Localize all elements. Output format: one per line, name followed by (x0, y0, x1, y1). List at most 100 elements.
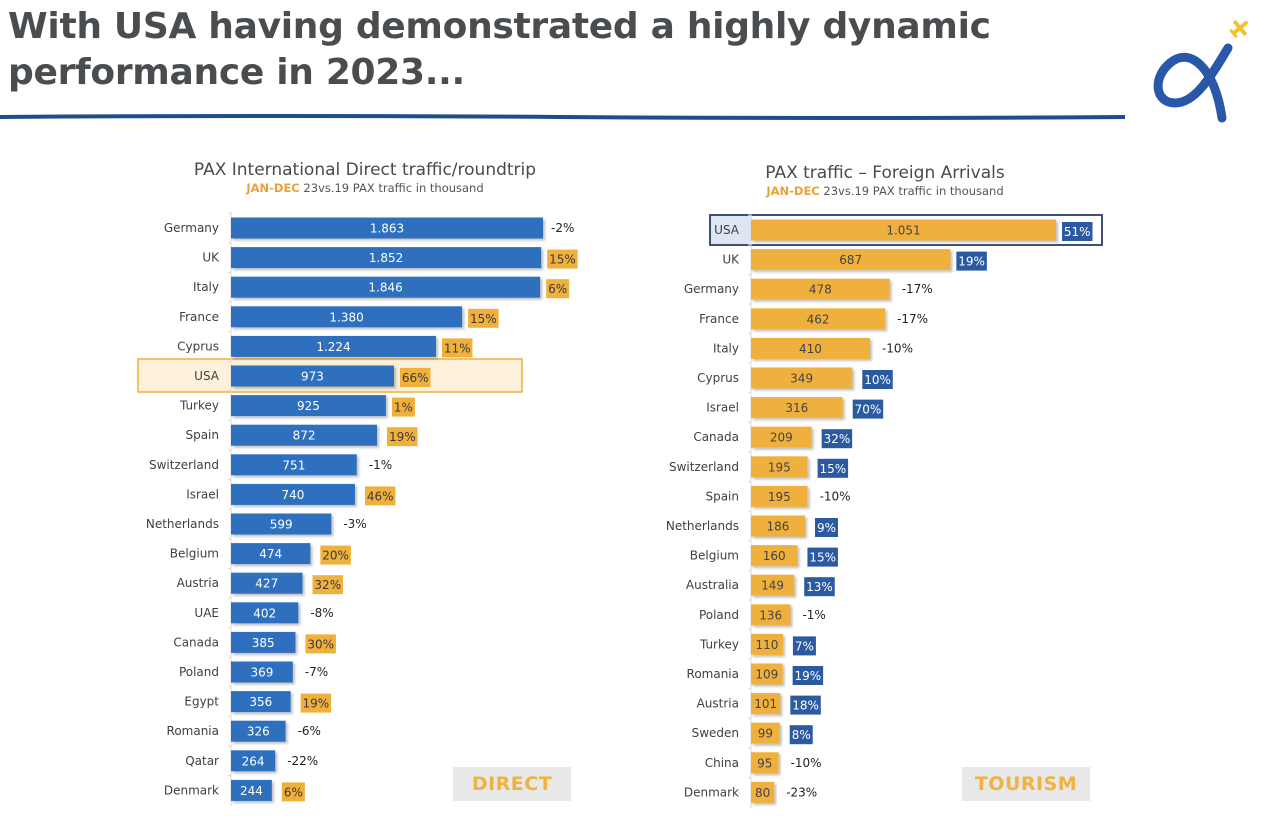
direct-change-badge (305, 634, 336, 654)
direct-bar (231, 691, 291, 713)
arrivals-category-label: Belgium (690, 549, 739, 563)
direct-category-label: Italy (193, 280, 219, 294)
direct-category-label: Romania (167, 724, 219, 738)
arrivals-bar (751, 397, 843, 419)
arrivals-bar (751, 604, 791, 626)
direct-change-label: -7% (305, 665, 328, 679)
direct-bar (231, 365, 394, 387)
arrivals-category-label: China (705, 756, 739, 770)
direct-category-label: Spain (185, 428, 219, 442)
direct-bar (231, 335, 436, 357)
arrivals-change-badge (1062, 222, 1093, 241)
direct-change-label: 30% (307, 637, 334, 651)
direct-bar (231, 306, 463, 328)
direct-change-badge (441, 338, 473, 358)
arrivals-change-label: -17% (897, 312, 928, 326)
arrivals-category-label: Netherlands (666, 519, 739, 533)
arrivals-bar (751, 574, 795, 596)
direct-bar (231, 217, 543, 239)
arrivals-change-label: 51% (1064, 225, 1091, 239)
arrivals-subtitle-text: 23vs.19 PAX traffic in thousand (819, 184, 1004, 198)
direct-bar (231, 602, 299, 624)
arrivals-chart-title: PAX traffic – Foreign Arrivals (765, 163, 1005, 183)
direct-value-label: 326 (247, 725, 270, 739)
direct-value-label: 474 (259, 547, 282, 561)
direct-change-badge (387, 427, 418, 447)
direct-change-label: 32% (314, 578, 341, 592)
arrivals-value-label: 410 (799, 342, 822, 356)
arrivals-category-label: Israel (706, 401, 739, 415)
direct-change-label: 15% (549, 253, 576, 267)
arrivals-bar (751, 663, 783, 685)
direct-value-label: 369 (250, 666, 273, 680)
direct-change-badge (281, 782, 305, 802)
arrivals-change-label: -1% (802, 608, 825, 622)
arrivals-change-badge (852, 399, 884, 419)
direct-value-label: 264 (242, 754, 265, 768)
direct-value-label: 872 (293, 429, 316, 443)
direct-change-label: -6% (298, 724, 321, 738)
direct-subtitle-period: JAN-DEC (246, 181, 300, 195)
arrivals-bar (751, 722, 780, 744)
direct-category-label: USA (194, 369, 220, 383)
arrivals-category-label: UK (722, 253, 740, 267)
direct-value-label: 599 (270, 518, 293, 532)
arrivals-bar (751, 249, 951, 271)
arrivals-bar (751, 781, 775, 803)
headline: With USA having demonstrated a highly dy… (8, 4, 991, 96)
arrivals-change-label: 13% (806, 580, 833, 594)
arrivals-change-label: -10% (791, 756, 822, 770)
arrivals-value-label: 101 (754, 697, 777, 711)
direct-badge: DIRECT (453, 767, 571, 801)
direct-category-label: Egypt (184, 695, 219, 709)
arrivals-change-label: -23% (786, 785, 817, 799)
direct-category-label: Switzerland (149, 458, 219, 472)
arrivals-category-label: Cyprus (697, 371, 739, 385)
direct-chart-title: PAX International Direct traffic/roundtr… (193, 160, 537, 180)
arrivals-category-label: Poland (699, 608, 739, 622)
direct-change-badge (312, 575, 344, 595)
direct-value-label: 925 (297, 399, 320, 413)
direct-change-badge (547, 249, 578, 269)
arrivals-subtitle-period: JAN-DEC (766, 184, 820, 198)
direct-category-label: Austria (177, 576, 219, 590)
direct-subtitle-text: 23vs.19 PAX traffic in thousand (299, 181, 484, 195)
arrivals-change-label: 18% (792, 699, 819, 713)
direct-value-label: 751 (282, 458, 305, 472)
arrivals-highlight-label-bg (710, 215, 751, 245)
arrivals-change-badge (789, 725, 813, 745)
header-divider (0, 114, 1125, 120)
arrivals-bar (751, 426, 812, 448)
arrivals-value-label: 462 (807, 312, 830, 326)
arrivals-change-label: 15% (809, 551, 836, 565)
arrivals-bar (751, 515, 805, 537)
direct-category-label: Poland (179, 665, 219, 679)
arrivals-value-label: 149 (761, 579, 784, 593)
arrivals-category-label: Romania (687, 667, 739, 681)
arrivals-bar (751, 693, 781, 715)
direct-value-label: 973 (301, 370, 324, 384)
direct-change-badge (364, 486, 396, 506)
arrivals-bar (751, 278, 890, 300)
arrivals-bar (751, 633, 783, 655)
direct-bar (231, 395, 386, 417)
arrivals-chart-subtitle: JAN-DEC 23vs.19 PAX traffic in thousand (670, 184, 1100, 198)
direct-bar (231, 720, 286, 742)
direct-change-label: 19% (303, 697, 330, 711)
arrivals-category-label: Australia (686, 578, 739, 592)
direct-category-label: Israel (186, 487, 219, 501)
arrivals-bar (751, 337, 870, 359)
arrivals-value-label: 209 (770, 431, 793, 445)
direct-category-label: UK (202, 251, 220, 265)
direct-change-label: 19% (389, 430, 416, 444)
arrivals-change-badge (814, 518, 838, 537)
direct-category-label: France (179, 310, 219, 324)
arrivals-category-label: USA (714, 223, 740, 237)
direct-change-badge (300, 693, 332, 713)
arrivals-change-badge (807, 547, 838, 567)
arrivals-category-label: Switzerland (669, 460, 739, 474)
arrivals-bar (751, 367, 853, 389)
arrivals-change-badge (821, 429, 853, 449)
direct-category-label: Belgium (170, 547, 219, 561)
